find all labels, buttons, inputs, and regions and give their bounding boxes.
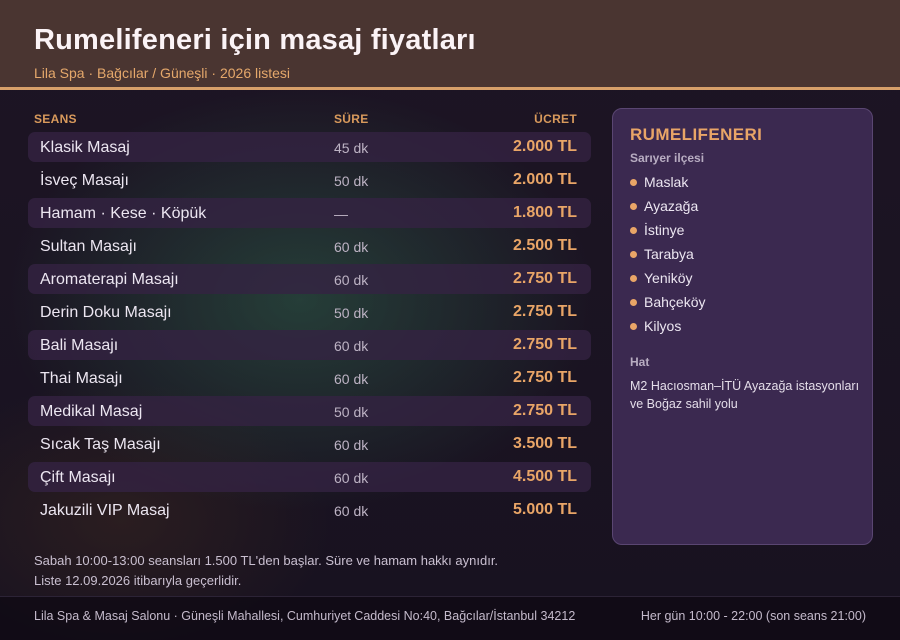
session-duration: 60 dk (334, 371, 369, 387)
session-name: Sultan Masajı (40, 238, 137, 255)
pricing-note-line: Sabah 10:00-13:00 seansları 1.500 TL'den… (34, 553, 499, 568)
district-label: Sarıyer ilçesi (630, 151, 705, 165)
session-name: Aromaterapi Masajı (40, 271, 179, 288)
session-duration: 60 dk (334, 437, 369, 453)
column-header-price: ÜCRET (534, 112, 577, 126)
list-item: Ayazağa (630, 194, 872, 218)
table-row: Klasik Masaj 45 dk 2.000 TL (28, 132, 591, 162)
session-name: Jakuzili VIP Masaj (40, 502, 170, 519)
list-item: Bahçeköy (630, 290, 872, 314)
session-name: Çift Masajı (40, 469, 116, 486)
bullet-dot-icon (630, 251, 637, 258)
pricing-note: Sabah 10:00-13:00 seansları 1.500 TL'den… (34, 551, 594, 591)
column-header-duration: SÜRE (334, 112, 369, 126)
session-duration: 60 dk (334, 272, 369, 288)
session-name: Hamam · Kese · Köpük (40, 205, 207, 222)
neighborhood-name: Yeniköy (644, 270, 693, 286)
table-row: Medikal Masaj 50 dk 2.750 TL (28, 396, 591, 426)
neighborhood-name: Ayazağa (644, 198, 699, 214)
session-duration: 50 dk (334, 305, 369, 321)
session-price: 2.750 TL (512, 336, 577, 353)
session-price: 5.000 TL (512, 501, 577, 518)
list-item: Yeniköy (630, 266, 872, 290)
session-name: Klasik Masaj (40, 139, 130, 156)
list-item: Tarabya (630, 242, 872, 266)
session-name: Bali Masajı (40, 337, 119, 354)
table-row: Sıcak Taş Masajı 60 dk 3.500 TL (28, 429, 591, 459)
page-title: Rumelifeneri için masaj fiyatları (34, 24, 476, 56)
session-price: 4.500 TL (512, 468, 577, 485)
table-row: Hamam · Kese · Köpük — 1.800 TL (28, 198, 591, 228)
footer-hours: Her gün 10:00 - 22:00 (son seans 21:00) (640, 609, 866, 623)
session-duration: 60 dk (334, 239, 369, 255)
session-price: 2.500 TL (512, 237, 577, 254)
table-row: Derin Doku Masajı 50 dk 2.750 TL (28, 297, 591, 327)
neighborhood-name: Maslak (644, 174, 689, 190)
session-duration: 60 dk (334, 338, 369, 354)
session-duration: 60 dk (334, 470, 369, 486)
page-footer: Lila Spa & Masaj Salonu · Güneşli Mahall… (0, 596, 900, 640)
bullet-dot-icon (630, 275, 637, 282)
table-row: İsveç Masajı 50 dk 2.000 TL (28, 165, 591, 195)
session-duration: — (334, 206, 348, 222)
session-price: 2.000 TL (512, 171, 577, 188)
page-subtitle: Lila Spa · Bağcılar / Güneşli · 2026 lis… (34, 65, 291, 81)
page-header: Rumelifeneri için masaj fiyatları Lila S… (0, 0, 900, 90)
session-price: 3.500 TL (512, 435, 577, 452)
neighborhood-name: İstinye (644, 222, 685, 238)
session-duration: 50 dk (334, 404, 369, 420)
price-table: SEANS SÜRE ÜCRET Klasik Masaj 45 dk 2.00… (28, 106, 591, 528)
list-item: İstinye (630, 218, 872, 242)
session-name: Sıcak Taş Masajı (40, 436, 161, 453)
table-header: SEANS SÜRE ÜCRET (28, 106, 591, 132)
table-row: Thai Masajı 60 dk 2.750 TL (28, 363, 591, 393)
session-name: Medikal Masaj (40, 403, 143, 420)
table-row: Bali Masajı 60 dk 2.750 TL (28, 330, 591, 360)
neighborhood-list: Maslak Ayazağa İstinye Tarabya Yeniköy B… (630, 170, 872, 338)
location-title: RUMELIFENERI (630, 125, 763, 144)
neighborhood-name: Kilyos (644, 318, 682, 334)
bullet-dot-icon (630, 203, 637, 210)
neighborhood-name: Bahçeköy (644, 294, 706, 310)
bullet-dot-icon (630, 299, 637, 306)
session-price: 2.750 TL (512, 270, 577, 287)
session-price: 1.800 TL (512, 204, 577, 221)
list-item: Kilyos (630, 314, 872, 338)
bullet-dot-icon (630, 323, 637, 330)
validity-note: Liste 12.09.2026 itibarıyla geçerlidir. (34, 573, 242, 588)
session-price: 2.750 TL (512, 303, 577, 320)
location-card: RUMELIFENERI Sarıyer ilçesi Maslak Ayaza… (612, 108, 873, 545)
session-name: Derin Doku Masajı (40, 304, 172, 321)
session-price: 2.000 TL (512, 138, 577, 155)
table-row: Jakuzili VIP Masaj 60 dk 5.000 TL (28, 495, 591, 525)
session-duration: 45 dk (334, 140, 369, 156)
session-price: 2.750 TL (512, 402, 577, 419)
table-row: Çift Masajı 60 dk 4.500 TL (28, 462, 591, 492)
bullet-dot-icon (630, 179, 637, 186)
session-name: İsveç Masajı (40, 172, 129, 189)
session-name: Thai Masajı (40, 370, 123, 387)
transit-label: Hat (630, 355, 650, 369)
session-price: 2.750 TL (512, 369, 577, 386)
table-row: Sultan Masajı 60 dk 2.500 TL (28, 231, 591, 261)
session-duration: 60 dk (334, 503, 369, 519)
bullet-dot-icon (630, 227, 637, 234)
session-duration: 50 dk (334, 173, 369, 189)
list-item: Maslak (630, 170, 872, 194)
footer-address: Lila Spa & Masaj Salonu · Güneşli Mahall… (34, 609, 576, 623)
column-header-session: SEANS (34, 112, 77, 126)
neighborhood-name: Tarabya (644, 246, 694, 262)
table-row: Aromaterapi Masajı 60 dk 2.750 TL (28, 264, 591, 294)
transit-info: M2 Hacıosman–İTÜ Ayazağa istasyonları ve… (630, 379, 860, 411)
